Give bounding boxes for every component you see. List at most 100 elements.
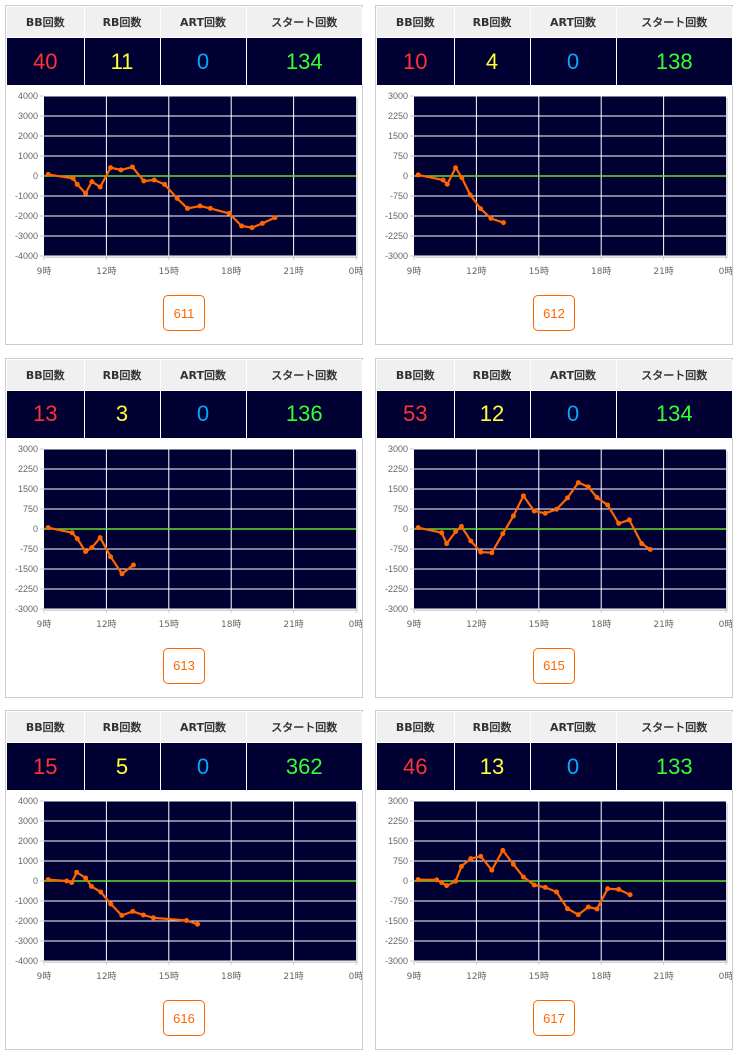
x-tick-label: 12時 <box>466 266 486 277</box>
y-tick-label: 2250 <box>388 816 408 826</box>
data-point <box>444 883 450 889</box>
x-tick-label: 0時 <box>349 619 362 630</box>
y-tick-label: 3000 <box>388 444 408 454</box>
data-point <box>585 483 591 489</box>
data-point <box>553 889 559 895</box>
data-point <box>97 534 103 540</box>
header-rb: RB回数 <box>454 7 531 38</box>
stats-table: BB回数 RB回数 ART回数 スタート回数 53 12 0 134 <box>377 359 733 438</box>
data-point <box>129 164 135 170</box>
data-point <box>520 874 526 880</box>
data-point <box>500 530 506 536</box>
y-tick-label: 3000 <box>388 796 408 806</box>
y-tick-label: 0 <box>33 876 38 886</box>
y-tick-label: -4000 <box>15 956 38 966</box>
header-rb: RB回数 <box>454 712 531 743</box>
bb-count: 46 <box>377 742 455 790</box>
y-tick-label: -750 <box>20 544 38 554</box>
payout-chart: 3000 2250 1500 750 0 -750 -1500 -2250 -3000 9時 12時… <box>385 91 732 277</box>
x-tick-label: 12時 <box>466 971 486 982</box>
y-tick-label: 1500 <box>18 484 38 494</box>
data-point <box>439 880 445 886</box>
x-tick-label: 12時 <box>96 971 116 982</box>
bb-count: 10 <box>377 37 455 85</box>
data-point <box>130 562 136 567</box>
art-count: 0 <box>530 389 617 438</box>
data-point <box>185 205 191 211</box>
data-point <box>616 886 622 892</box>
y-tick-label: 0 <box>403 171 408 181</box>
y-tick-label: 3000 <box>18 444 38 454</box>
y-tick-label: -1500 <box>385 211 408 221</box>
x-tick-label: 21時 <box>653 619 673 630</box>
y-tick-label: -3000 <box>385 956 408 966</box>
data-point <box>647 546 653 552</box>
data-point <box>594 494 600 500</box>
machine-number-button[interactable]: 612 <box>533 295 575 331</box>
data-point <box>83 875 89 881</box>
x-tick-label: 9時 <box>407 266 422 277</box>
y-tick-label: 1000 <box>18 856 38 866</box>
data-point <box>575 912 581 918</box>
y-tick-label: 3000 <box>18 816 38 826</box>
machine-number-button[interactable]: 615 <box>533 647 575 684</box>
data-point <box>151 177 157 183</box>
machine-number-button[interactable]: 617 <box>533 1000 575 1036</box>
machine-panel: BB回数 RB回数 ART回数 スタート回数 10 4 0 138 3000 22… <box>375 5 733 345</box>
header-art: ART回数 <box>160 712 247 743</box>
data-point <box>453 528 459 534</box>
x-tick-label: 15時 <box>529 266 549 277</box>
y-tick-label: 0 <box>403 524 408 534</box>
machine-number-button[interactable]: 616 <box>163 1000 205 1036</box>
machine-number-button[interactable]: 611 <box>163 295 205 331</box>
start-count: 133 <box>616 742 733 790</box>
data-point <box>88 883 94 889</box>
data-point <box>605 886 611 892</box>
data-point <box>458 523 464 529</box>
data-point <box>553 506 559 512</box>
data-point <box>207 205 213 211</box>
x-tick-label: 9時 <box>37 266 52 277</box>
y-tick-label: -1000 <box>15 896 38 906</box>
header-art: ART回数 <box>530 359 617 390</box>
art-count: 0 <box>160 742 247 790</box>
rb-count: 3 <box>84 389 161 438</box>
x-tick-label: 15時 <box>159 619 179 630</box>
rb-count: 13 <box>454 742 531 790</box>
data-point <box>520 492 526 498</box>
data-point <box>118 167 124 173</box>
data-point <box>74 535 80 541</box>
payout-chart: 4000 3000 2000 1000 0 -1000 -2000 -3000 -4000 9時 1… <box>15 796 362 982</box>
y-tick-label: 750 <box>393 504 408 514</box>
data-point <box>489 867 495 873</box>
y-tick-label: -4000 <box>15 251 38 261</box>
data-point <box>453 165 459 171</box>
y-tick-label: 750 <box>23 504 38 514</box>
y-tick-label: -750 <box>390 896 408 906</box>
machine-panel: BB回数 RB回数 ART回数 スタート回数 46 13 0 133 3000 2… <box>375 710 733 1050</box>
x-tick-label: 18時 <box>221 971 241 982</box>
data-point <box>183 918 189 923</box>
machine-number-button[interactable]: 613 <box>163 647 205 684</box>
data-point <box>444 181 450 187</box>
x-tick-label: 18時 <box>221 266 241 277</box>
art-count: 0 <box>160 37 247 85</box>
header-bb: BB回数 <box>377 7 455 38</box>
header-rb: RB回数 <box>454 359 531 390</box>
x-tick-label: 12時 <box>96 266 116 277</box>
x-tick-label: 18時 <box>591 971 611 982</box>
x-tick-label: 15時 <box>529 619 549 630</box>
data-point <box>542 884 548 890</box>
stats-table: BB回数 RB回数 ART回数 スタート回数 15 5 0 362 <box>7 712 363 790</box>
data-point <box>542 510 548 516</box>
y-tick-label: 4000 <box>18 796 38 806</box>
y-tick-label: -3000 <box>15 604 38 614</box>
bb-count: 40 <box>7 37 85 85</box>
data-point <box>89 179 95 185</box>
data-point <box>45 877 51 883</box>
rb-count: 11 <box>84 37 161 85</box>
data-point <box>83 548 89 554</box>
data-point <box>531 882 537 888</box>
data-point <box>488 215 494 221</box>
data-point <box>468 538 474 543</box>
